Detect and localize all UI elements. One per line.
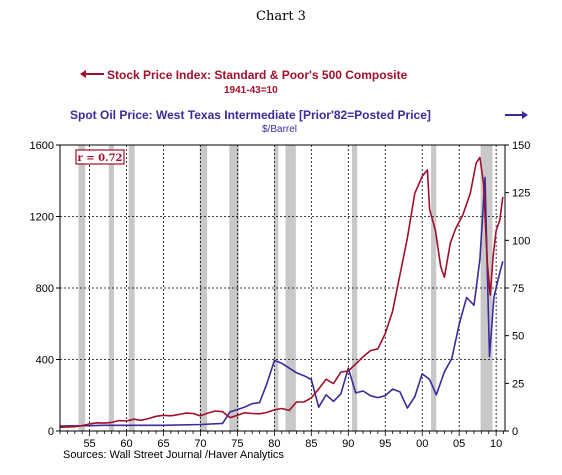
y-right-tick-label: 100: [512, 235, 530, 247]
recession-band: [351, 145, 358, 431]
x-tick-label: 90: [342, 438, 354, 450]
legend-stock-label: Stock Price Index: Standard & Poor's 500…: [107, 68, 408, 82]
recession-band: [229, 145, 239, 431]
recession-band: [285, 145, 296, 431]
annotation-box: [75, 149, 125, 165]
legend-stock-arrow-icon: [80, 70, 86, 78]
stock-price-line: [59, 156, 504, 428]
legend-stock-sublabel: 1941-43=10: [224, 85, 278, 96]
source-note: Sources: Wall Street Journal /Haver Anal…: [63, 449, 284, 461]
recession-band: [480, 145, 493, 431]
recession-band: [199, 145, 208, 431]
y-left-tick-label: 0: [48, 426, 54, 438]
series-lines: [59, 156, 504, 428]
legend-stock: Stock Price Index: Standard & Poor's 500…: [80, 68, 408, 96]
x-tick-label: 60: [120, 438, 132, 450]
x-tick-label: 75: [231, 438, 243, 450]
x-tick-label: 85: [305, 438, 317, 450]
y-left-axis: 0 400 800 1200 1600: [30, 140, 60, 438]
y-right-tick-label: 75: [512, 283, 524, 295]
x-tick-label: 55: [83, 438, 95, 450]
x-tick-label: 80: [268, 438, 280, 450]
y-right-tick-label: 125: [512, 188, 530, 200]
x-tick-label: 05: [453, 438, 465, 450]
legend-oil-arrow-icon: [522, 111, 528, 119]
y-right-tick-label: 0: [512, 426, 518, 438]
y-right-tick-label: 150: [512, 140, 530, 152]
oil-price-line: [59, 176, 504, 427]
legend-oil: Spot Oil Price: West Texas Intermediate …: [70, 108, 528, 135]
y-right-axis: 0 25 50 75 100 125 150: [505, 140, 530, 438]
x-tick-label: 00: [416, 438, 428, 450]
y-left-tick-label: 800: [36, 283, 54, 295]
legend-oil-sublabel: $/Barrel: [262, 124, 297, 135]
y-left-tick-label: 400: [36, 355, 54, 367]
annotation-text: r = 0.72: [78, 153, 123, 164]
recession-band: [108, 145, 114, 431]
y-left-tick-label: 1600: [30, 140, 54, 152]
x-tick-label: 95: [379, 438, 391, 450]
x-tick-label: 65: [157, 438, 169, 450]
x-axis: 55 60 65 70 75 80 85 90 95 00 05 10: [59, 431, 504, 450]
x-tick-label: 70: [194, 438, 206, 450]
x-tick-label: 10: [490, 438, 502, 450]
y-right-tick-label: 50: [512, 331, 524, 343]
y-right-tick-label: 25: [512, 378, 524, 390]
y-left-tick-label: 1200: [30, 212, 54, 224]
correlation-annotation: r = 0.72: [75, 149, 125, 165]
legend-oil-label: Spot Oil Price: West Texas Intermediate …: [70, 108, 431, 122]
chart-title: Chart 3: [256, 9, 306, 24]
recession-band: [128, 145, 135, 431]
